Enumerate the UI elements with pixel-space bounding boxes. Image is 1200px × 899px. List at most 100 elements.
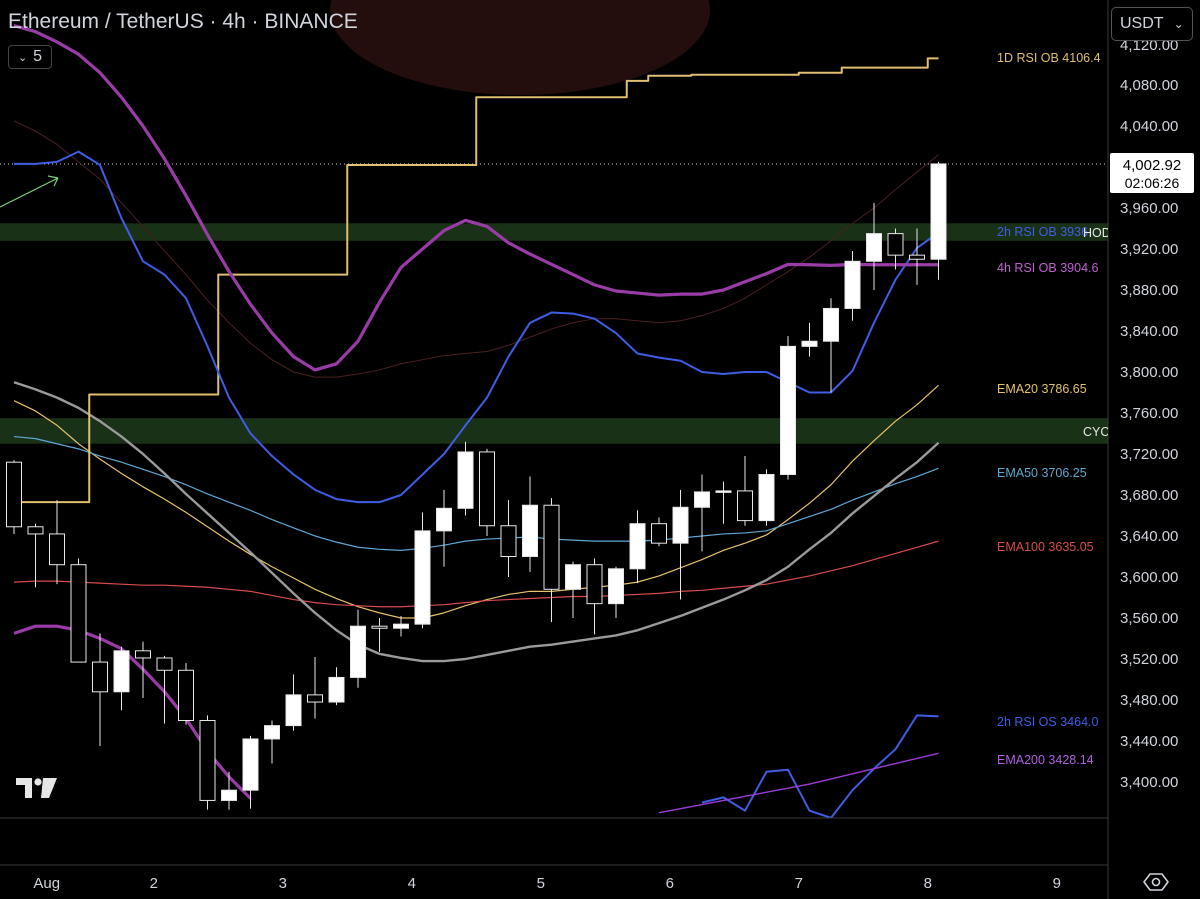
time-tick-label: 6 — [666, 875, 674, 892]
candle-body — [608, 568, 624, 605]
candle-body — [70, 564, 87, 663]
price-tick-label: 4,120.00 — [1120, 37, 1178, 54]
candle-body — [393, 623, 409, 629]
price-tick-label: 3,880.00 — [1120, 282, 1178, 299]
candle-body — [6, 461, 22, 528]
candle-body — [522, 504, 538, 557]
price-axis: 4,120.004,080.004,040.004,000.003,960.00… — [1120, 37, 1178, 791]
candle-body — [27, 526, 44, 535]
candle-body — [844, 260, 861, 309]
candle-body — [436, 507, 452, 532]
candle-body — [242, 738, 259, 791]
candle-body — [694, 491, 710, 508]
time-tick-label: 4 — [408, 875, 416, 892]
price-tick-label: 4,040.00 — [1120, 118, 1178, 135]
zone-label: HOD — [1083, 226, 1111, 240]
series-line-2h-rsi-ob — [14, 150, 940, 504]
candles — [6, 161, 947, 810]
candle-body — [414, 530, 431, 625]
candle-body — [479, 451, 495, 527]
time-axis: Aug 2 3 4 5 6 7 8 9 — [33, 875, 1061, 892]
series-label: 2h RSI OB 3936 — [997, 225, 1088, 239]
series-label: EMA20 3786.65 — [997, 382, 1087, 396]
background-glow — [330, 0, 710, 95]
interval-toggle[interactable]: ⌄ 5 — [8, 45, 52, 69]
candle-body — [113, 650, 130, 693]
candle-body — [737, 490, 753, 522]
candle-body — [307, 694, 323, 703]
price-tick-label: 4,080.00 — [1120, 77, 1178, 94]
candle-body — [221, 789, 237, 801]
candle-body — [92, 661, 108, 693]
candle-body — [586, 564, 603, 605]
candle-body — [801, 340, 818, 347]
plot-area — [0, 0, 1108, 818]
candle-body — [178, 669, 194, 721]
series-labels: EMA20 3786.65 EMA50 3706.25 EMA100 3635.05… — [997, 51, 1111, 767]
price-tick-label: 3,840.00 — [1120, 323, 1178, 340]
candle-body — [715, 490, 732, 493]
symbol-title[interactable]: Ethereum / TetherUS · 4h · BINANCE — [8, 10, 358, 33]
candle-body — [758, 473, 775, 522]
price-tick-label: 3,440.00 — [1120, 733, 1178, 750]
bar-countdown: 02:06:26 — [1125, 175, 1180, 191]
time-tick-label: 7 — [795, 875, 803, 892]
candle-body — [651, 523, 667, 544]
candle-body — [866, 233, 882, 262]
time-tick-label: 3 — [279, 875, 287, 892]
price-tick-label: 3,800.00 — [1120, 364, 1178, 381]
candle-body — [135, 650, 151, 659]
time-tick-label: 9 — [1053, 875, 1061, 892]
chevron-down-icon: ⌄ — [1173, 17, 1184, 31]
price-tick-label: 3,520.00 — [1120, 651, 1178, 668]
candle-body — [930, 163, 947, 260]
price-tick-label: 3,920.00 — [1120, 241, 1178, 258]
candle-body — [780, 345, 796, 475]
series-line-1d-rsi-ob — [14, 57, 939, 504]
currency-label: USDT — [1120, 15, 1164, 32]
series-label: EMA50 3706.25 — [997, 466, 1087, 480]
series-line-2h-rsi-os — [701, 714, 939, 818]
series-line-sma — [13, 381, 940, 663]
candle-body — [49, 533, 65, 566]
price-tick-label: 3,760.00 — [1120, 405, 1178, 422]
zone-band-0 — [0, 223, 1108, 241]
zone-band-1 — [0, 418, 1108, 444]
currency-button[interactable]: USDT ⌄ — [1111, 7, 1193, 41]
background-channel-line — [13, 120, 939, 378]
price-tick-label: 3,400.00 — [1120, 774, 1178, 791]
candle-body — [199, 719, 216, 801]
series-label: 2h RSI OS 3464.0 — [997, 715, 1099, 729]
candle-body — [629, 523, 646, 570]
candle-body — [156, 657, 173, 671]
price-tick-label: 3,720.00 — [1120, 446, 1178, 463]
candle-body — [328, 676, 345, 703]
candle-body — [264, 725, 280, 740]
time-tick-label: 5 — [537, 875, 545, 892]
series-label: EMA200 3428.14 — [997, 753, 1094, 767]
zone-label: CYC — [1083, 425, 1109, 439]
chevron-down-icon: ⌄ — [17, 51, 28, 64]
series-label: 4h RSI OB 3904.6 — [997, 261, 1099, 275]
candle-body — [543, 504, 560, 590]
gear-icon[interactable] — [1143, 871, 1169, 893]
interval-value: 5 — [33, 48, 43, 65]
price-tick-label: 3,960.00 — [1120, 200, 1178, 217]
price-tick-label: 3,560.00 — [1120, 610, 1178, 627]
last-price-value: 4,002.92 — [1123, 157, 1181, 174]
time-tick-label: Aug — [33, 875, 60, 892]
candle-body — [371, 625, 388, 629]
price-tick-label: 3,600.00 — [1120, 569, 1178, 586]
series-line-ema100 — [13, 540, 939, 608]
candle-body — [909, 254, 925, 260]
candle-body — [887, 233, 904, 256]
price-tick-label: 3,480.00 — [1120, 692, 1178, 709]
tradingview-logo[interactable] — [16, 778, 58, 800]
series-line-4h-rsi-ob — [13, 24, 939, 372]
drawing-arrow — [0, 175, 59, 208]
price-tick-label: 3,680.00 — [1120, 487, 1178, 504]
candle-body — [823, 307, 839, 342]
candle-body — [350, 625, 366, 678]
